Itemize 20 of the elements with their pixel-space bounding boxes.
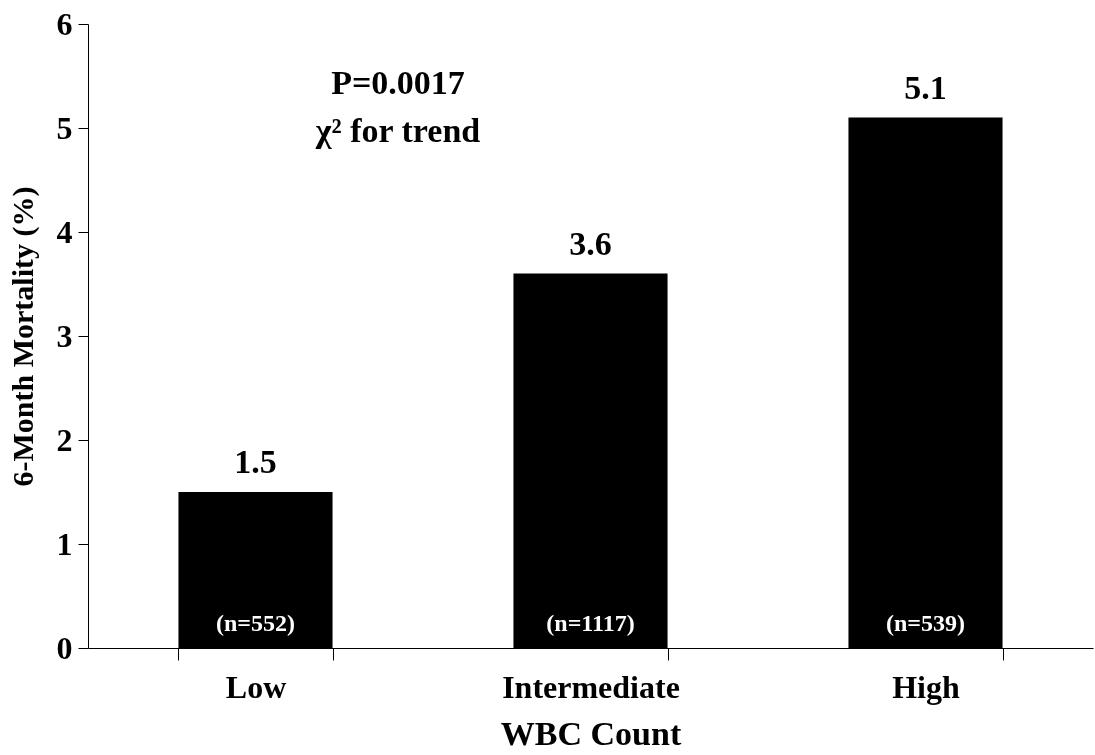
y-tick-label: 6 <box>56 5 73 42</box>
y-axis-title: 6-Month Mortality (%) <box>5 186 40 487</box>
y-tick-label: 1 <box>56 525 73 562</box>
x-tick-label: Intermediate <box>502 668 680 705</box>
annotation: χ² for trend <box>314 112 481 149</box>
x-tick-label: High <box>892 668 960 705</box>
y-tick-label: 2 <box>56 421 73 458</box>
annotation: P=0.0017 <box>331 64 465 101</box>
x-axis-title: WBC Count <box>500 714 682 752</box>
annotation: (n=539) <box>885 610 966 636</box>
y-tick-label: 5 <box>56 109 73 146</box>
annotation: (n=552) <box>215 610 296 636</box>
y-tick-label: 0 <box>56 629 73 666</box>
data-label: 1.5 <box>234 443 277 480</box>
y-tick-label: 3 <box>56 317 73 354</box>
data-label: 3.6 <box>569 224 612 262</box>
y-tick-label: 4 <box>56 213 73 250</box>
annotation: (n=1117) <box>546 610 635 636</box>
x-tick-label: Low <box>225 668 287 705</box>
data-label: 5.1 <box>904 68 947 106</box>
